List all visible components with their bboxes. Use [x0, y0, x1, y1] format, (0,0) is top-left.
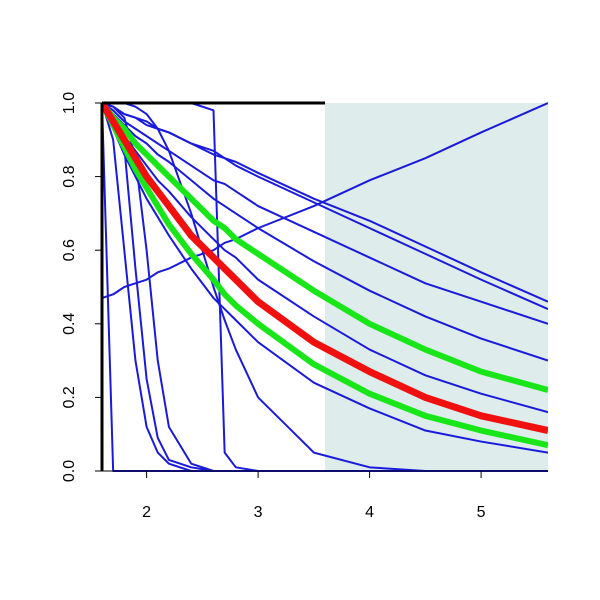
y-tick-label: 0.0 [61, 460, 78, 482]
series-line [102, 101, 548, 449]
y-tick-label: 1.0 [61, 92, 78, 114]
series-line [102, 102, 548, 454]
x-tick-label: 4 [365, 504, 374, 521]
x-tick-label: 2 [142, 504, 151, 521]
y-tick-label: 0.6 [61, 239, 78, 261]
series-line [102, 102, 548, 310]
series-line [102, 102, 548, 299]
y-tick-label: 0.8 [61, 165, 78, 187]
x-tick-label: 5 [477, 504, 486, 521]
x-tick-label: 3 [254, 504, 263, 521]
series-line [102, 102, 548, 325]
series-line [102, 101, 548, 393]
y-tick-label: 0.2 [61, 386, 78, 408]
y-tick-label: 0.4 [61, 313, 78, 335]
series-line [102, 102, 548, 362]
series-line [102, 102, 548, 472]
series-line [102, 101, 548, 434]
